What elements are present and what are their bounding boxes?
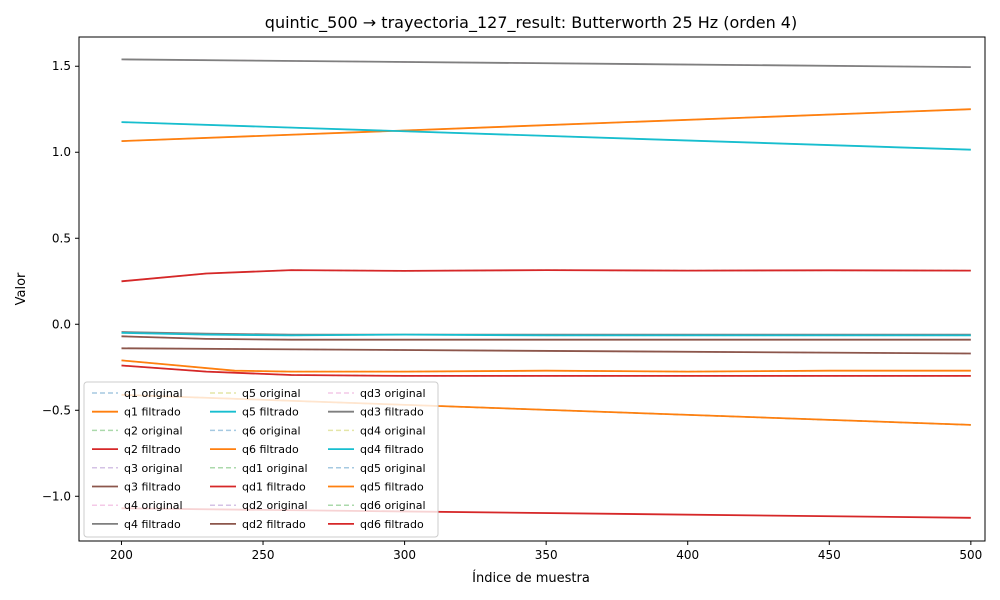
y-tick-label: −0.5 [42,403,71,417]
legend-entry-qd6-original: qd6 original [360,499,426,512]
legend-entry-qd2-filtrado: qd2 filtrado [242,518,306,531]
x-tick-label: 350 [535,548,558,562]
chart-title: quintic_500 → trayectoria_127_result: Bu… [265,13,797,33]
legend-entry-qd5-original: qd5 original [360,462,426,475]
plot-lines [121,58,971,519]
legend-entry-q6-original: q6 original [242,424,301,437]
x-axis: 200 250 300 350 400 450 500 [110,541,982,562]
series-line-qd4-filtrado [121,332,971,337]
legend-entry-q4-original: q4 original [124,499,183,512]
series-line-q4-filtrado [121,58,971,68]
legend-entry-qd5-filtrado: qd5 filtrado [360,481,424,494]
legend-entry-qd2-original: qd2 original [242,499,308,512]
x-tick-label: 300 [393,548,416,562]
y-tick-label: 1.0 [52,145,71,159]
legend-entry-qd6-filtrado: qd6 filtrado [360,518,424,531]
series-line-qd5-filtrado [121,359,971,373]
legend: q1 original q1 filtrado q2 original q2 filt… [83,381,439,538]
legend-entry-q5-original: q5 original [242,387,301,400]
x-tick-label: 250 [252,548,275,562]
y-tick-label: 0.5 [52,231,71,245]
series-line-qd6-filtrado [121,364,971,377]
legend-frame [83,381,439,538]
x-tick-label: 400 [676,548,699,562]
legend-entry-q2-filtrado: q2 filtrado [124,443,181,456]
legend-entry-q2-original: q2 original [124,424,183,437]
series-line-qd2-filtrado [121,335,971,341]
series-line-qd1-filtrado [121,269,971,283]
x-tick-label: 500 [959,548,982,562]
legend-entry-qd3-filtrado: qd3 filtrado [360,406,424,419]
y-tick-label: 0.0 [52,317,71,331]
x-tick-label: 200 [110,548,133,562]
legend-entry-qd3-original: qd3 original [360,387,426,400]
series-line-q1-filtrado [121,108,971,142]
y-tick-label: 1.5 [52,59,71,73]
legend-entry-qd1-filtrado: qd1 filtrado [242,481,306,494]
legend-entry-q6-filtrado: q6 filtrado [242,443,299,456]
plot-frame [78,36,986,542]
y-tick-label: −1.0 [42,489,71,503]
legend-entry-q5-filtrado: q5 filtrado [242,406,299,419]
legend-entry-qd4-original: qd4 original [360,424,426,437]
series-line-q5-filtrado [121,121,971,151]
legend-entry-q3-filtrado: q3 filtrado [124,481,181,494]
y-axis-label: Valor [14,272,29,305]
y-axis: −1.0 −0.5 0.0 0.5 1.0 1.5 [42,59,79,503]
legend-entry-q3-original: q3 original [124,462,183,475]
legend-entry-qd4-filtrado: qd4 filtrado [360,443,424,456]
legend-entry-qd1-original: qd1 original [242,462,308,475]
legend-entry-q1-original: q1 original [124,387,183,400]
x-tick-label: 450 [818,548,841,562]
series-line-q3-filtrado [121,347,971,355]
legend-entry-q1-filtrado: q1 filtrado [124,406,181,419]
legend-entry-q4-filtrado: q4 filtrado [124,518,181,531]
x-axis-label: Índice de muestra [472,570,590,586]
